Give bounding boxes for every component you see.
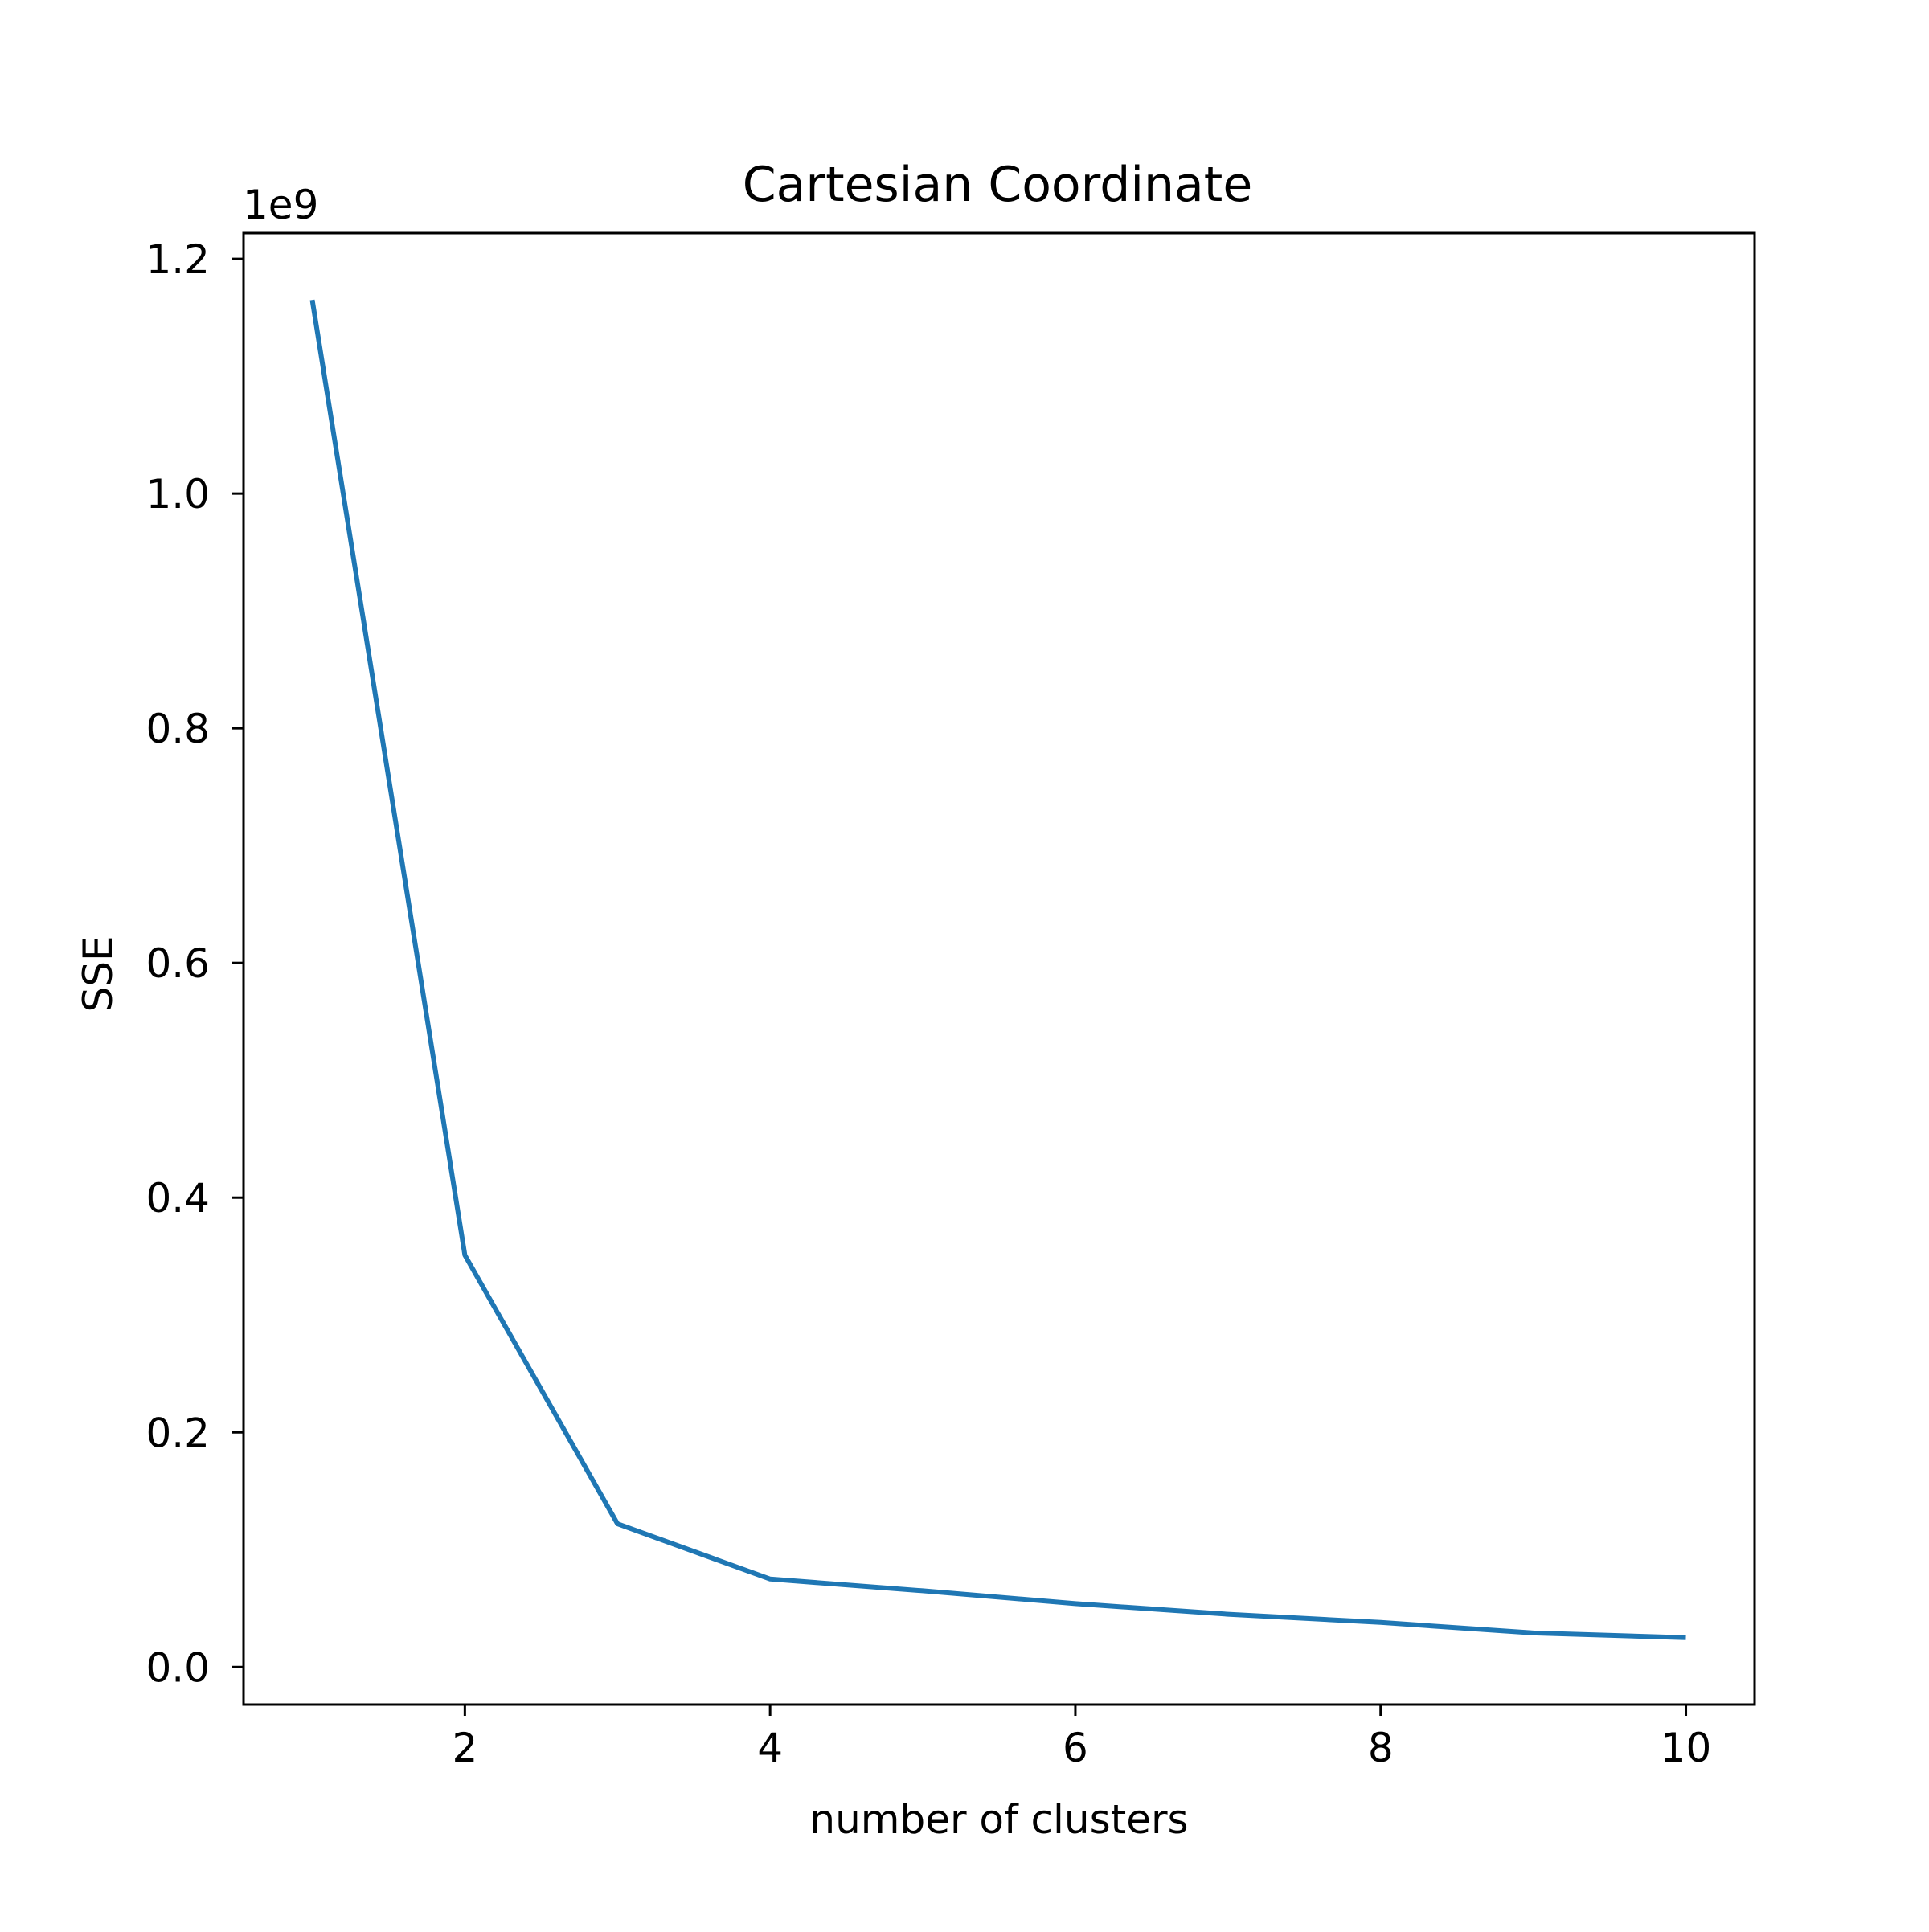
y-tick-label: 0.2 xyxy=(145,1410,210,1456)
x-tick-label: 10 xyxy=(1661,1725,1712,1771)
x-axis-label: number of clusters xyxy=(809,1796,1188,1843)
series-line xyxy=(309,299,1686,1640)
y-axis: 0.0 0.2 0.4 0.6 0.8 1.0 1.2 xyxy=(145,236,244,1691)
y-tick-label: 0.0 xyxy=(145,1644,210,1691)
x-tick-label: 6 xyxy=(1063,1725,1088,1771)
y-tick-label: 0.4 xyxy=(145,1175,210,1222)
y-tick-label: 0.6 xyxy=(145,940,210,987)
plot-area xyxy=(309,299,1686,1640)
x-axis: 2 4 6 8 10 xyxy=(452,1705,1711,1771)
y-tick-label: 1.2 xyxy=(145,236,210,283)
y-axis-label: SSE xyxy=(75,935,121,1012)
axes-frame xyxy=(242,231,1756,1706)
x-tick-label: 4 xyxy=(757,1725,783,1771)
y-offset-label: 1e9 xyxy=(243,182,318,228)
x-tick-label: 2 xyxy=(452,1725,477,1771)
chart-title: Cartesian Coordinate xyxy=(743,157,1252,213)
x-tick-label: 8 xyxy=(1368,1725,1394,1771)
y-tick-label: 0.8 xyxy=(145,706,210,752)
y-tick-label: 1.0 xyxy=(145,471,210,518)
